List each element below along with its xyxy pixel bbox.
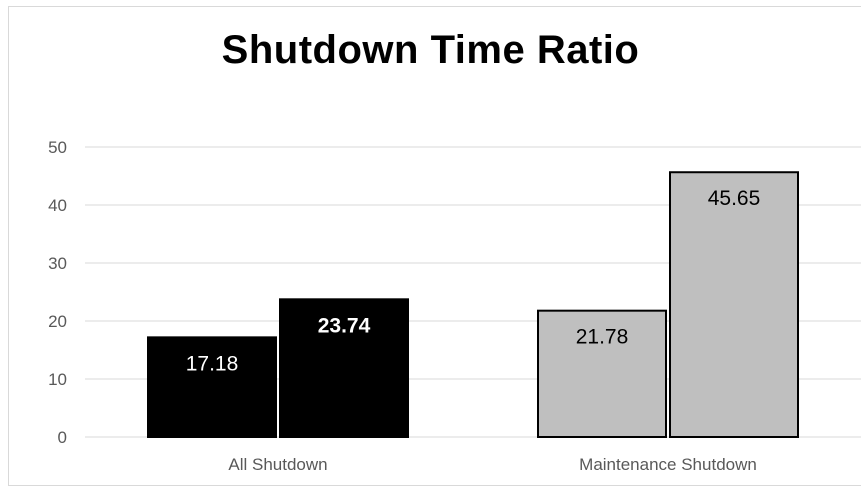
y-tick-label: 10 <box>48 370 67 389</box>
bar <box>669 171 799 438</box>
y-tick-label: 30 <box>48 254 67 273</box>
y-tick-label: 20 <box>48 312 67 331</box>
data-label: 17.18 <box>186 352 239 375</box>
y-tick-label: 40 <box>48 196 67 215</box>
data-label: 21.78 <box>576 326 629 349</box>
x-category-label: All Shutdown <box>228 455 327 474</box>
chart-title: Shutdown Time Ratio <box>221 28 640 72</box>
bar-chart: 0 10 20 30 40 50 17.18 23.74 21.78 45.65 All Shutd… <box>48 138 861 474</box>
bar <box>279 298 409 439</box>
y-tick-label: 0 <box>58 428 67 447</box>
bar <box>147 336 277 438</box>
y-tick-label: 50 <box>48 138 67 157</box>
x-category-label: Maintenance Shutdown <box>579 455 757 474</box>
bar <box>537 309 667 438</box>
data-label: 23.74 <box>318 314 371 337</box>
data-label: 45.65 <box>708 187 761 210</box>
